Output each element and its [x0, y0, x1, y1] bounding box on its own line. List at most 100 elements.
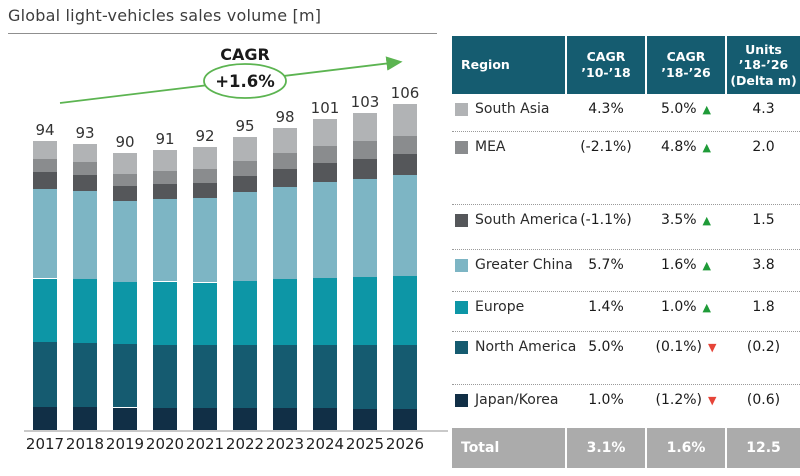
bar-segment-south-america [233, 176, 257, 193]
bar-total-label: 92 [195, 126, 215, 145]
legend-swatch [455, 214, 468, 227]
x-axis-tick-label: 2020 [145, 435, 185, 453]
x-axis-tick-label: 2018 [65, 435, 105, 453]
bar-segment-south-asia [273, 128, 297, 154]
cagr-trend-arrow: CAGR +1.6% [59, 45, 403, 104]
trend-down-icon: ▼ [708, 340, 717, 354]
cagr-10-18: (-1.1%) [567, 212, 645, 228]
bar-segment-greater-china [113, 201, 137, 282]
units-delta: 2.0 [727, 139, 800, 155]
cagr-18-26: (0.1%) ▼ [647, 339, 725, 355]
units-delta-value: 3.8 [752, 257, 775, 273]
bar-segment-south-asia [353, 112, 377, 142]
bar-segment-south-asia [73, 143, 97, 163]
cagr-10-18: (-2.1%) [567, 139, 645, 155]
bar-total-label: 90 [115, 132, 135, 151]
bar-segment-south-asia [33, 140, 57, 160]
table-row-greater-china: Greater China 5.7% 1.6% ▲ 3.8 [452, 249, 800, 277]
bar-segment-greater-china [33, 189, 57, 279]
cagr-18-26-value: (1.2%) [655, 392, 703, 408]
bar-segment-europe [33, 278, 57, 343]
bar-segment-greater-china [233, 192, 257, 281]
bar-segment-north-america [193, 345, 217, 408]
trend-up-icon: ▲ [702, 213, 712, 227]
x-axis-line [24, 430, 448, 432]
cagr-18-26-value: 1.6% [660, 257, 697, 273]
region-name: MEA [475, 139, 506, 155]
bar-segment-europe [113, 281, 137, 345]
bar-total-label: 93 [75, 123, 95, 142]
cagr-value: +1.6% [215, 72, 275, 91]
cagr-10-18: 5.0% [567, 339, 645, 355]
units-delta: 4.3 [727, 101, 800, 117]
bar-segment-mea [33, 159, 57, 173]
bar-segment-greater-china [273, 186, 297, 280]
bar-segment-europe [193, 282, 217, 345]
units-delta: (0.2) [727, 339, 800, 355]
total-row-cagr-18-26: 1.6% [647, 428, 725, 468]
units-delta: 1.5 [727, 212, 800, 228]
chart-title: Global light-vehicles sales volume [m] [8, 6, 322, 25]
bar-segment-mea [73, 162, 97, 175]
bar-segment-south-asia [153, 149, 177, 171]
legend-swatch [455, 301, 468, 314]
bar-segment-south-america [193, 182, 217, 199]
bar-segment-japan-korea [273, 408, 297, 430]
x-axis-tick-label: 2022 [225, 435, 265, 453]
bar-segment-greater-china [153, 199, 177, 282]
region-name: Europe [475, 299, 525, 315]
cagr-18-26: 1.0% ▲ [647, 299, 725, 315]
bar-segment-europe [153, 281, 177, 345]
table-header-cagr-18-26: CAGR ’18-’26 [647, 36, 725, 94]
units-delta-value: (0.2) [746, 339, 781, 355]
cagr-10-18-value: (-2.1%) [580, 139, 632, 155]
bar-segment-south-america [73, 174, 97, 191]
bar-segment-greater-china [353, 178, 377, 277]
x-axis-tick-label: 2021 [185, 435, 225, 453]
x-axis-tick-label: 2025 [345, 435, 385, 453]
bar-segment-north-america [73, 342, 97, 408]
total-row-units: 12.5 [727, 428, 800, 468]
cagr-18-26-value: 3.5% [660, 212, 697, 228]
table-header-region: Region [452, 36, 565, 94]
bar-segment-japan-korea [113, 407, 137, 430]
x-axis-tick-label: 2017 [25, 435, 65, 453]
cagr-18-26: (1.2%) ▼ [647, 392, 725, 408]
bar-segment-japan-korea [153, 407, 177, 430]
region-name: South Asia [475, 101, 550, 117]
bar-segment-south-asia [113, 152, 137, 174]
region-name: South America [475, 212, 578, 228]
cagr-label: CAGR [220, 45, 270, 64]
bar-segment-europe [233, 280, 257, 345]
bar-total-label: 95 [235, 117, 255, 136]
title-underline [8, 33, 437, 34]
table-row-mea: MEA (-2.1%) 4.8% ▲ 2.0 [452, 131, 800, 159]
bar-segment-japan-korea [353, 408, 377, 430]
table-row-south-america: South America (-1.1%) 3.5% ▲ 1.5 [452, 204, 800, 232]
bar-segment-europe [73, 279, 97, 343]
cagr-18-26-value: (0.1%) [655, 339, 703, 355]
cagr-10-18: 1.0% [567, 392, 645, 408]
units-delta: 1.8 [727, 299, 800, 315]
units-delta-value: 1.5 [752, 212, 775, 228]
bar-segment-mea [353, 141, 377, 159]
cagr-18-26-value: 1.0% [660, 299, 697, 315]
bar-segment-japan-korea [73, 407, 97, 430]
region-cagr-table: Region CAGR ’10-’18 CAGR ’18-’26 Units ’… [452, 0, 800, 476]
units-delta-value: 2.0 [752, 139, 775, 155]
bar-total-label: 94 [35, 120, 55, 139]
bar-segment-south-america [33, 172, 57, 190]
region-name: North America [475, 339, 577, 355]
bar-segment-mea [193, 168, 217, 183]
bar-segment-north-america [233, 344, 257, 409]
bar-segment-mea [153, 171, 177, 185]
trend-up-icon: ▲ [702, 140, 712, 154]
bar-segment-south-asia [193, 146, 217, 169]
legend-swatch [455, 103, 468, 116]
bar-segment-greater-china [193, 198, 217, 283]
bar-segment-greater-china [393, 175, 417, 276]
cagr-10-18-value: 5.0% [588, 339, 624, 355]
bar-segment-mea [393, 135, 417, 155]
bar-segment-greater-china [313, 182, 337, 278]
bar-segment-mea [113, 173, 137, 187]
